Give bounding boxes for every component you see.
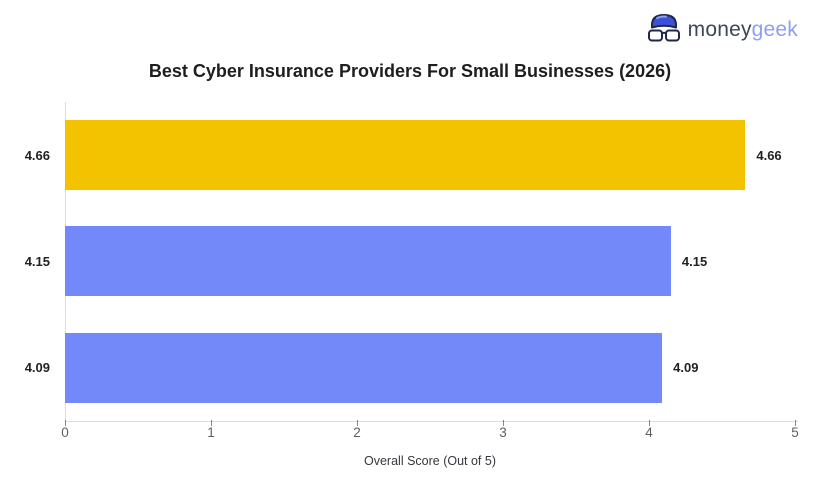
bar-value-label: 4.09	[673, 360, 699, 376]
bar-row: 4.66 4.66	[25, 102, 795, 208]
tick-label: 2	[353, 425, 361, 440]
bar-value-label: 4.15	[681, 253, 708, 269]
x-axis-title: Overall Score (Out of 5)	[364, 454, 496, 468]
tick-mark	[795, 420, 796, 426]
brand-money: money	[687, 17, 752, 41]
tick-mark	[211, 420, 212, 426]
tick-mark	[357, 420, 358, 426]
tick-label: 4	[645, 425, 653, 440]
bar[interactable]	[65, 332, 663, 403]
tick-label: 3	[499, 425, 507, 440]
tick-label: 0	[61, 425, 69, 440]
brand-geek: geek	[751, 17, 798, 41]
category-label: 4.66	[24, 147, 50, 163]
bar-row: 4.15 4.15	[25, 208, 795, 314]
plot-area: 4.66 4.66 4.15 4.15 4.09 4.09	[25, 102, 795, 421]
category-label: 4.15	[24, 253, 50, 269]
bar[interactable]	[65, 226, 671, 297]
tick-mark	[649, 420, 650, 426]
tick-label: 5	[791, 425, 799, 440]
bar-row: 4.09 4.09	[25, 315, 795, 421]
tick-label: 1	[207, 425, 215, 440]
geek-beanie-glasses-icon	[647, 14, 680, 42]
brand-wordmark: moneygeek	[688, 19, 798, 40]
moneygeek-logo[interactable]: moneygeek	[647, 12, 798, 46]
category-label: 4.09	[24, 360, 50, 376]
x-axis: 0 1 2 3 4 5	[61, 420, 799, 461]
tick-mark	[65, 420, 66, 426]
bar[interactable]	[65, 120, 746, 191]
bar-value-label: 4.66	[756, 147, 782, 163]
chart-title: Best Cyber Insurance Providers For Small…	[148, 61, 672, 81]
tick-mark	[503, 420, 504, 426]
